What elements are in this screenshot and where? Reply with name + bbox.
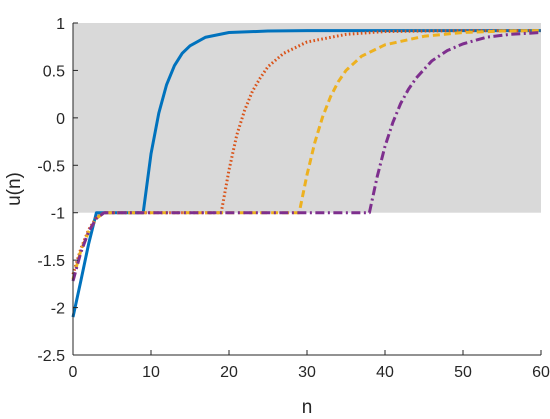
x-tick-label: 0 [69,364,78,381]
x-tick-label: 40 [376,364,394,381]
y-tick-label: -2.5 [37,348,65,365]
y-tick-label: 0.5 [43,63,65,80]
x-tick-label: 10 [142,364,160,381]
x-tick-label: 30 [298,364,316,381]
y-tick-label: -2 [51,301,65,318]
series-line-4 [71,30,542,282]
y-tick-label: 0 [56,111,65,128]
series-line-3 [71,29,542,280]
y-tick-label: 1 [56,16,65,33]
y-tick-label: -1.5 [37,253,65,270]
y-axis-label: u(n) [4,172,25,206]
x-tick-label: 50 [454,364,472,381]
x-axis-label: n [302,397,313,418]
y-tick-label: -1 [51,206,65,223]
x-tick-label: 20 [220,364,238,381]
plot-area: 0 10 20 30 40 50 60 -2.5 -2 -1.5 -1 -0.5 0 0.5 1 [37,16,550,381]
x-tick-label: 60 [532,364,550,381]
y-tick-label: -0.5 [37,158,65,175]
shaded-band [73,23,541,213]
